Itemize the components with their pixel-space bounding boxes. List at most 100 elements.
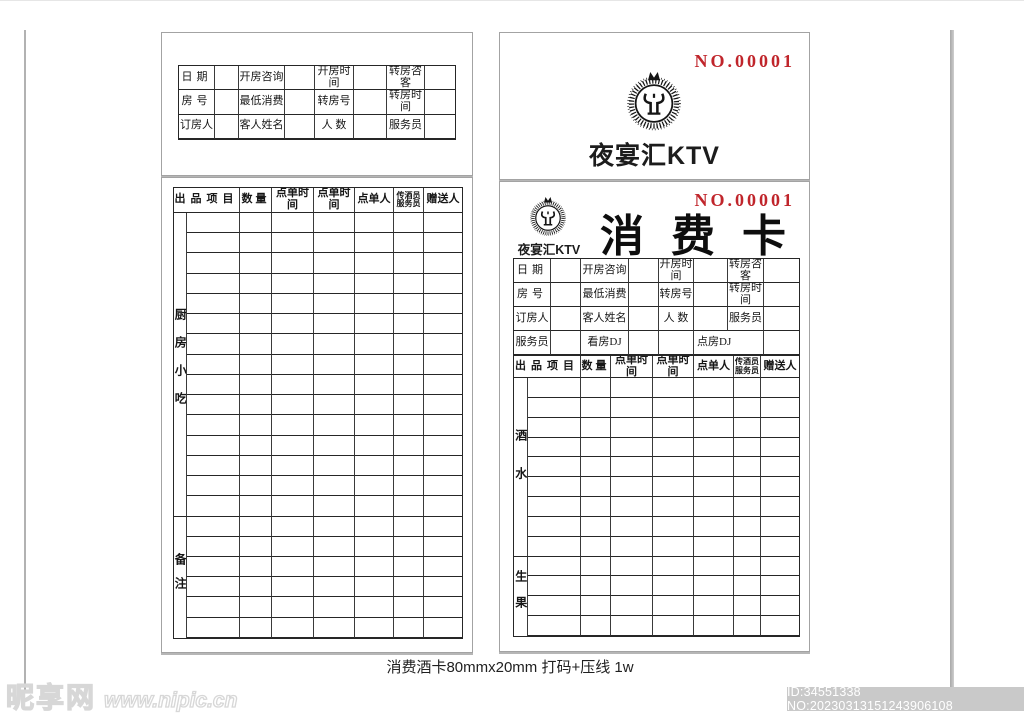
order-grid-cell (394, 374, 424, 396)
order-grid-cell (187, 597, 240, 618)
order-grid-cell (314, 435, 355, 456)
info-label: 开房咨询 (239, 66, 285, 91)
order-grid-cell (734, 378, 761, 398)
info-label: 转房号 (659, 283, 694, 308)
order-grid-cell (314, 314, 355, 335)
order-grid-cell (528, 536, 581, 557)
order-grid-cell (240, 374, 272, 396)
order-grid-cell (272, 253, 314, 274)
order-grid-cell (314, 395, 355, 416)
left-order-table: 出品项目 数量 点单时间 点单时间 点单人 传酒员 服务员 赠送人 厨房小吃 备注 (173, 187, 463, 639)
order-grid-cell (187, 334, 240, 355)
order-grid-cell (761, 438, 799, 458)
watermark-site-name: 昵享网 (5, 681, 97, 713)
order-grid-cell (187, 233, 240, 254)
order-grid-cell (424, 557, 462, 578)
order-grid-cell (653, 437, 694, 458)
order-grid-cell (272, 273, 314, 294)
order-grid-cell (694, 437, 734, 458)
order-grid-cell (761, 537, 799, 557)
order-grid-cell (734, 516, 761, 537)
order-grid-cell (581, 378, 611, 398)
info-label: 服务员 (387, 114, 425, 139)
order-grid-cell (187, 273, 240, 294)
order-grid-cell (761, 457, 799, 478)
order-grid-cell (394, 213, 424, 234)
order-grid-cell (694, 457, 734, 478)
order-col-header: 点单时间 (272, 188, 314, 213)
order-grid-cell (761, 378, 799, 398)
info-label: 房号 (514, 283, 551, 308)
order-grid-cell (653, 417, 694, 438)
order-grid-cell (240, 617, 272, 638)
order-grid-cell (272, 314, 314, 335)
order-grid-cell (581, 576, 611, 597)
info-label: 转房咨客 (728, 259, 764, 284)
bleed-guide-left (24, 30, 26, 690)
order-col-header: 出品项目 (174, 188, 240, 213)
order-grid-cell (734, 457, 761, 478)
order-grid-cell (314, 536, 355, 557)
order-grid-cell (314, 273, 355, 294)
order-grid-cell (394, 597, 424, 618)
order-grid-cell (314, 374, 355, 396)
info-blank-cell (629, 283, 659, 308)
right-order-table: 出品项目 数量 点单时间 点单时间 点单人 传酒员 服务员 赠送人 酒水 生果 (513, 355, 800, 637)
order-grid-cell (761, 418, 799, 438)
info-blank-cell (629, 331, 659, 356)
info-blank-cell (354, 90, 387, 115)
order-grid-cell (424, 618, 462, 638)
order-grid-cell (355, 516, 394, 537)
order-grid-cell (187, 314, 240, 335)
info-label: 转房号 (315, 90, 354, 115)
order-grid-cell (761, 517, 799, 537)
order-grid-cell (272, 455, 314, 477)
order-grid-cell (272, 354, 314, 375)
order-grid-cell (272, 516, 314, 537)
order-grid-cell (394, 233, 424, 254)
order-grid-cell (355, 233, 394, 254)
info-blank-cell (551, 307, 581, 332)
order-grid-cell (355, 293, 394, 315)
order-grid-cell (694, 497, 734, 517)
info-label: 人 数 (315, 114, 354, 139)
order-grid-cell (187, 293, 240, 315)
info-blank-cell (425, 115, 455, 139)
order-grid-cell (272, 597, 314, 618)
order-grid-cell (187, 455, 240, 477)
brand-name: 夜宴汇KTV (588, 142, 720, 170)
order-grid-cell (424, 375, 462, 396)
order-grid-cell (272, 577, 314, 598)
order-col-header: 点单时间 (314, 188, 355, 213)
order-grid-cell (187, 213, 240, 234)
order-grid-cell (694, 596, 734, 617)
order-grid-cell (653, 516, 694, 537)
order-grid-cell (734, 596, 761, 617)
order-grid-cell (761, 557, 799, 577)
order-grid-cell (611, 497, 653, 517)
order-grid-cell (611, 437, 653, 458)
info-label: 转房咨客 (387, 66, 425, 91)
order-grid-cell (355, 496, 394, 517)
order-grid-cell (355, 253, 394, 274)
order-grid-cell (611, 457, 653, 478)
order-grid-cell (272, 556, 314, 578)
order-grid-cell (424, 415, 462, 436)
info-blank-cell (764, 283, 799, 308)
section-label-text: 备注 (174, 553, 187, 602)
info-blank-cell (215, 66, 239, 91)
order-grid-cell (424, 517, 462, 537)
order-grid-cell (240, 253, 272, 274)
order-grid-cell (694, 616, 734, 636)
order-grid-cell (611, 417, 653, 438)
info-blank-cell (629, 307, 659, 332)
site-watermark: 昵享网 www.nipic.cn (5, 676, 238, 714)
card-title: 消 费 卡 (600, 212, 794, 261)
order-grid-cell (528, 497, 581, 517)
serial-number: NO.00001 (694, 51, 795, 71)
info-blank-cell (425, 90, 455, 115)
order-grid-cell (355, 354, 394, 375)
order-grid-cell (355, 536, 394, 557)
order-col-header: 传酒员 服务员 (394, 188, 424, 213)
order-grid-cell (424, 233, 462, 254)
